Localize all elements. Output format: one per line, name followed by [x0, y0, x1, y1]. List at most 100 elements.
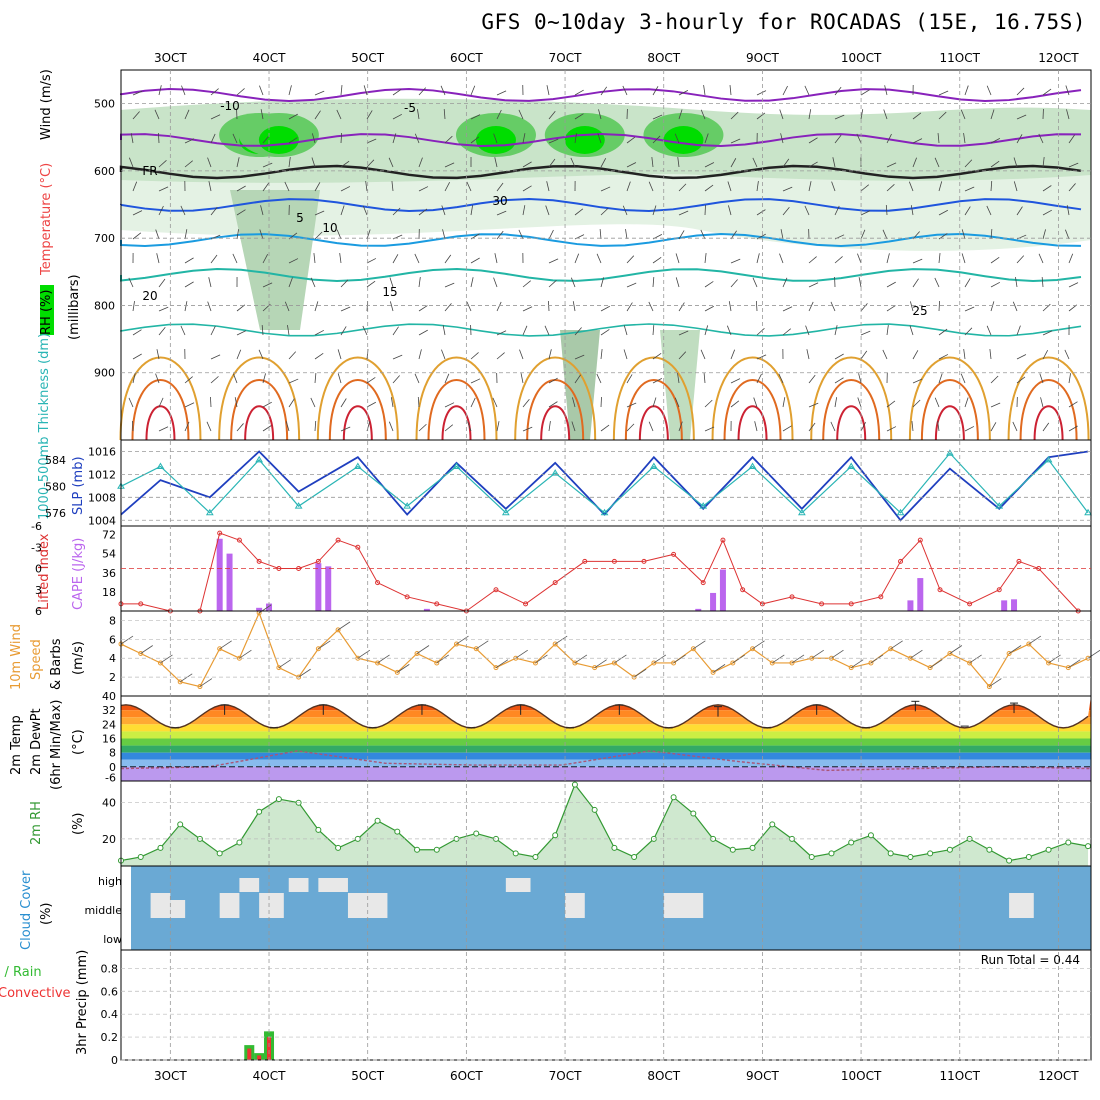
wind-barb: [808, 301, 814, 312]
contour-label: -10: [220, 99, 240, 113]
wind-barb: [782, 85, 788, 96]
wind-barb: [128, 397, 134, 408]
wind-barb: [625, 229, 628, 240]
wind-barb: [986, 205, 992, 216]
rh2m-point: [729, 846, 736, 853]
wind-barb: [1016, 134, 1023, 144]
li-point: [138, 601, 144, 607]
wind-barb: [392, 207, 401, 216]
slp-tick: 1004: [88, 514, 116, 527]
wind-barb: [158, 85, 162, 96]
wind-barb: [806, 349, 810, 360]
wind-barb: [132, 232, 142, 240]
wind-barb: [910, 205, 914, 216]
wind-barb: [938, 253, 941, 264]
wind-barb: [444, 135, 453, 144]
wind-barb: [418, 87, 427, 96]
wind-barb: [883, 109, 888, 120]
li-point: [217, 530, 223, 536]
cape-bar: [226, 553, 233, 611]
wind-barb: [314, 182, 321, 192]
wind-barb: [392, 375, 400, 384]
wind-barb: [779, 253, 784, 264]
wind-barb: [155, 229, 160, 240]
rh2m-point: [137, 853, 144, 860]
wind-barb: [128, 277, 134, 288]
wind-barb: [860, 210, 871, 216]
wind-barb: [470, 136, 480, 144]
li-tick: -6: [31, 520, 42, 533]
contour-label: 20: [142, 289, 157, 303]
wind-barb: [782, 186, 793, 192]
wind-barb: [180, 205, 186, 216]
temp-color-band: [121, 759, 1091, 767]
wind-barb: [756, 328, 765, 336]
wind-barb: [600, 305, 610, 312]
wind-barb: [938, 90, 949, 96]
wind-barb: [494, 157, 498, 168]
cape-bar: [710, 592, 717, 611]
wind-barb: [990, 229, 993, 240]
thickness-point: [995, 502, 1004, 509]
wind-barb: [964, 397, 969, 408]
wind-barb: [1064, 349, 1070, 360]
wind-barb: [652, 352, 662, 360]
wind-barb: [704, 325, 709, 336]
wind-barb: [964, 206, 971, 216]
wind-barb: [652, 277, 655, 288]
wind-barb: [730, 138, 741, 144]
wind-barb: [570, 157, 576, 168]
wind-barb-10m: [1028, 635, 1042, 645]
wind-barb: [990, 402, 1001, 408]
wind-barb: [1015, 277, 1018, 288]
wind-speed-point: [947, 651, 953, 656]
thickness-point: [452, 462, 461, 469]
wind-barb: [546, 181, 550, 192]
wind-barb: [937, 133, 940, 144]
wind-barb: [964, 85, 969, 96]
isotherm-contour: [120, 323, 1082, 337]
precip-tick: 0.6: [101, 985, 119, 998]
wind-speed-point: [138, 651, 144, 656]
rh2m-point: [236, 839, 243, 846]
wind-barb: [726, 325, 732, 336]
wind-barb: [444, 282, 455, 288]
thickness-point: [1084, 508, 1092, 516]
wind-barb: [600, 186, 611, 192]
wind-speed-point: [651, 660, 657, 666]
wind-barb: [236, 330, 247, 336]
wind-barb: [1042, 330, 1053, 336]
rh2m-point: [808, 853, 815, 860]
wind-barb: [626, 423, 635, 432]
wind-barb: [1068, 162, 1079, 168]
isotherm-contour: [120, 133, 1082, 147]
run-total-label: Run Total = 0.44: [980, 953, 1080, 967]
wind-barb: [313, 253, 316, 264]
li-tick: -3: [31, 541, 42, 554]
wind-speed-point: [1065, 665, 1071, 671]
wind-barb: [284, 301, 290, 312]
wind-barb: [704, 204, 706, 216]
isotherm-lobe: [526, 379, 585, 441]
wind-barb: [912, 350, 919, 360]
wind-barb: [440, 85, 446, 96]
wind-barb: [232, 253, 238, 264]
wind-barb-10m: [614, 654, 627, 664]
wind-barb: [519, 349, 524, 360]
wind-barb: [184, 257, 194, 264]
wind-barb: [571, 421, 576, 432]
cape-bar: [907, 600, 914, 611]
li-point: [335, 537, 341, 543]
temp-color-band: [121, 766, 1091, 781]
wind-barb: [314, 210, 325, 216]
wind-barb: [262, 373, 266, 384]
wind-barb: [834, 134, 842, 144]
wind-barb: [990, 281, 1001, 288]
li-point: [671, 551, 677, 557]
p4-label-c: & Barbs: [49, 638, 64, 690]
wind-barb: [675, 253, 680, 264]
wind-barb: [1016, 87, 1025, 96]
wind-barb: [678, 183, 687, 192]
precip-tick: 0.4: [101, 1008, 119, 1021]
wind-barb: [366, 377, 376, 384]
